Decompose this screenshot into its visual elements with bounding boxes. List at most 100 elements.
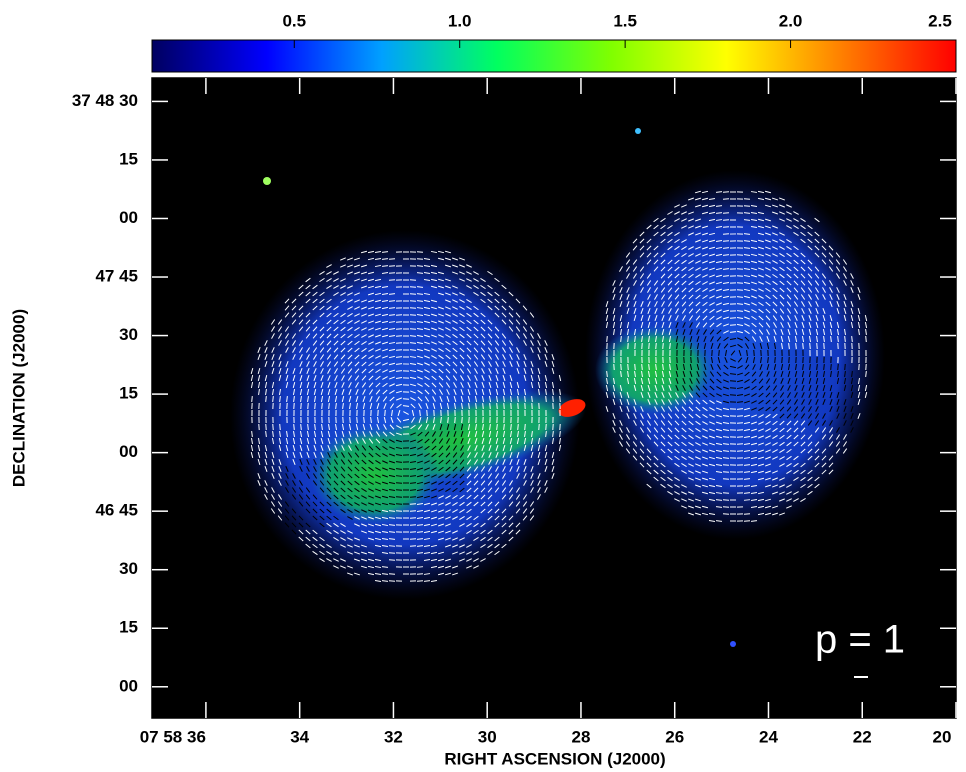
- vector: [674, 441, 680, 447]
- vector: [354, 523, 360, 527]
- vector: [459, 361, 465, 367]
- vector: [361, 306, 367, 310]
- vector: [795, 342, 797, 350]
- vector: [299, 466, 303, 472]
- vector: [674, 484, 680, 488]
- vector: [319, 558, 325, 562]
- vector: [689, 322, 693, 328]
- vector: [285, 480, 289, 486]
- vector: [757, 239, 765, 243]
- vector: [354, 354, 360, 360]
- vector: [466, 271, 472, 275]
- vector: [722, 414, 730, 418]
- vector: [423, 341, 431, 345]
- vector: [688, 266, 694, 272]
- vector: [653, 231, 659, 237]
- vector: [828, 252, 834, 258]
- vector: [360, 558, 368, 562]
- vector: [736, 330, 744, 334]
- vector: [653, 427, 659, 433]
- vector: [647, 294, 651, 300]
- vector: [619, 280, 623, 286]
- vector: [361, 347, 367, 353]
- vector: [361, 502, 367, 506]
- vector: [439, 402, 443, 410]
- vector: [342, 402, 344, 410]
- vector: [431, 348, 437, 352]
- vector: [682, 322, 686, 328]
- vector: [320, 437, 324, 445]
- vector: [709, 400, 715, 404]
- vector: [653, 441, 659, 447]
- vector: [709, 281, 715, 285]
- vector: [467, 438, 471, 444]
- vector: [272, 388, 274, 396]
- vector: [423, 299, 431, 303]
- vector: [501, 508, 507, 514]
- vector: [340, 333, 346, 339]
- vector: [800, 217, 806, 223]
- vector: [829, 391, 833, 399]
- vector: [857, 391, 861, 399]
- vector: [452, 551, 458, 555]
- vector: [716, 378, 722, 384]
- vector: [661, 385, 665, 391]
- vector: [632, 245, 638, 251]
- vector: [842, 448, 848, 454]
- vector: [764, 498, 772, 502]
- vector: [757, 512, 765, 516]
- vector: [319, 270, 325, 276]
- vector: [480, 326, 486, 332]
- vector: [347, 480, 353, 486]
- vector: [695, 427, 701, 433]
- vector: [460, 375, 464, 381]
- vector: [821, 252, 827, 258]
- vector: [307, 423, 309, 431]
- vector: [362, 423, 366, 431]
- vector: [494, 305, 500, 311]
- vector: [354, 473, 360, 479]
- vector: [843, 413, 847, 419]
- vector: [704, 356, 706, 364]
- vector: [801, 335, 805, 343]
- vector: [786, 441, 792, 447]
- vector: [779, 477, 785, 481]
- vector: [779, 218, 785, 222]
- vector: [801, 377, 805, 385]
- vector: [487, 480, 493, 486]
- vector: [743, 457, 751, 459]
- vector: [265, 430, 267, 438]
- vector: [750, 463, 758, 467]
- vector: [347, 516, 353, 520]
- vector: [402, 405, 410, 407]
- vector: [786, 280, 792, 286]
- vector: [445, 375, 451, 381]
- vector: [807, 266, 813, 272]
- vector: [445, 537, 451, 541]
- vector: [626, 413, 630, 419]
- vector: [660, 469, 666, 475]
- vector: [409, 314, 417, 316]
- vector: [674, 245, 680, 251]
- vector: [655, 363, 657, 371]
- vector: [388, 467, 396, 471]
- vector: [729, 338, 737, 340]
- vector: [843, 377, 847, 385]
- vector: [452, 473, 458, 479]
- vector: [437, 285, 445, 289]
- vector: [681, 470, 687, 474]
- vector: [502, 452, 506, 458]
- vector: [688, 512, 694, 516]
- vector: [822, 392, 826, 398]
- vector: [688, 211, 694, 215]
- vector: [808, 328, 812, 336]
- vector: [674, 301, 680, 307]
- vector: [285, 374, 289, 382]
- vector: [836, 377, 840, 385]
- vector: [675, 335, 679, 343]
- vector: [829, 420, 833, 426]
- vector: [640, 328, 644, 336]
- vector: [459, 523, 465, 527]
- vector: [444, 278, 452, 282]
- vector: [388, 573, 396, 575]
